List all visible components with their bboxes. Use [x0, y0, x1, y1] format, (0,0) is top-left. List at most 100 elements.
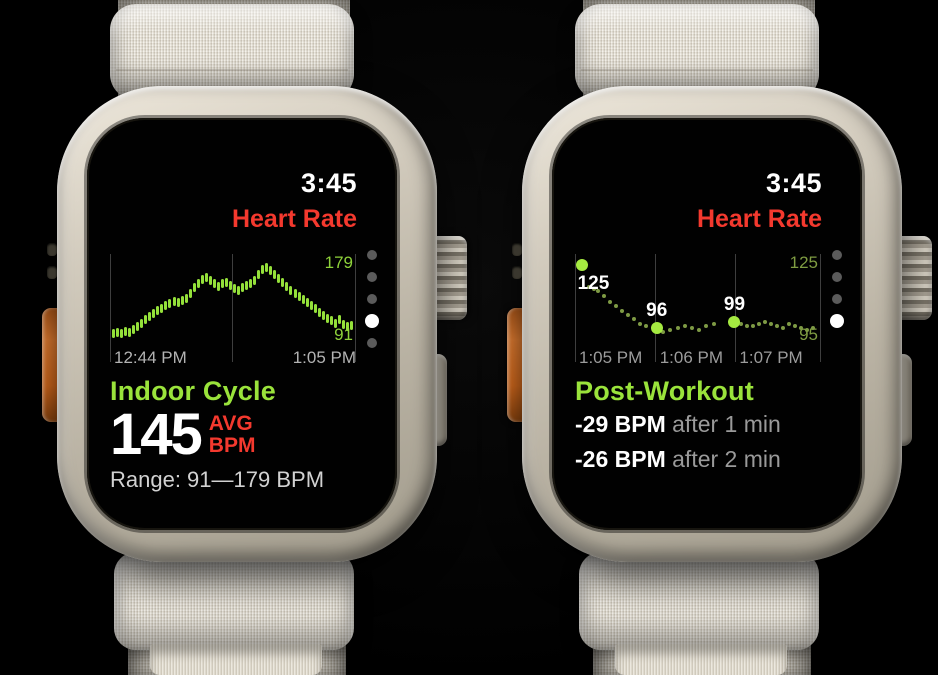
y-axis-max-label: 125 — [789, 253, 818, 272]
heart-rate-sample — [257, 270, 261, 280]
band-loop-bottom — [579, 552, 819, 650]
heart-rate-sample-dot — [704, 323, 709, 328]
heart-rate-sample — [148, 312, 152, 322]
highlighted-heart-rate-dot — [575, 259, 588, 272]
avg-bpm-captions: AVG BPM — [209, 413, 256, 457]
avg-caption: AVG — [208, 412, 253, 435]
app-title: Heart Rate — [696, 205, 822, 233]
chart-gridline — [110, 254, 111, 362]
heart-rate-sample — [249, 278, 253, 288]
x-axis-tick-label: 1:07 PM — [739, 348, 803, 367]
heart-rate-sample-dot — [690, 326, 694, 331]
heart-rate-sample-dot — [661, 330, 666, 335]
watch-screen[interactable]: 3:45 Heart Rate 179 91 12:44 PM 1:05 PM I… — [87, 118, 397, 530]
heart-rate-sample — [345, 322, 349, 332]
dot-value-label: 125 — [577, 273, 610, 295]
heart-rate-sample-dot — [787, 321, 792, 326]
heart-rate-sample — [156, 306, 160, 316]
heart-rate-sample — [289, 285, 293, 295]
heart-rate-sample-dot — [586, 285, 591, 290]
band-flap-bottom — [615, 644, 787, 675]
heart-rate-sample — [228, 281, 232, 291]
chart-gridline — [232, 254, 233, 362]
heart-rate-sample-dot — [757, 321, 762, 326]
highlighted-heart-rate-dot — [728, 315, 741, 328]
page-dot — [367, 294, 377, 304]
heart-rate-sample — [277, 274, 281, 284]
page-indicator-dots[interactable] — [830, 250, 844, 328]
action-button[interactable] — [42, 308, 60, 422]
heart-rate-sample — [120, 329, 124, 339]
page-dot — [367, 250, 377, 260]
y-axis-max-label: 179 — [324, 253, 353, 272]
heart-rate-sample — [293, 288, 297, 298]
workout-summary: Indoor Cycle 145 AVG BPM Range: 91—179 B… — [110, 376, 382, 493]
app-title: Heart Rate — [231, 205, 357, 233]
heart-rate-sample — [216, 281, 220, 291]
heart-rate-sample — [176, 298, 180, 308]
action-button[interactable] — [507, 308, 525, 422]
page-dot — [367, 272, 377, 282]
heart-rate-sample — [188, 288, 192, 298]
chart-gridline — [575, 254, 576, 362]
heart-rate-sample — [140, 318, 144, 328]
chart-gridline — [734, 254, 736, 362]
heart-rate-sample-dot — [775, 323, 780, 328]
x-axis-labels: 1:05 PM 1:06 PM 1:07 PM — [575, 348, 821, 368]
apple-watch-right: 3:45 Heart Rate 125 95 125 96 99 1:05 PM 1:… — [465, 0, 934, 675]
heart-rate-sample — [301, 295, 305, 305]
heart-rate-sample — [341, 320, 345, 330]
recovery-stat-2-value: -26 BPM — [575, 446, 666, 472]
heart-rate-sample — [350, 320, 353, 330]
heart-rate-sample-dot — [799, 326, 804, 331]
heart-rate-sample-dot — [763, 319, 768, 324]
heart-rate-sample-dot — [745, 323, 750, 328]
heart-rate-sample — [321, 310, 325, 320]
band-loop-top — [110, 4, 354, 100]
heart-rate-sample-dot — [739, 321, 744, 326]
highlighted-heart-rate-dot — [650, 322, 663, 335]
heart-rate-sample — [116, 327, 120, 337]
page-indicator-dots[interactable] — [365, 250, 379, 348]
page-dot-active — [830, 314, 844, 328]
page-dot — [832, 294, 842, 304]
heart-rate-sample — [273, 270, 277, 280]
dot-value-label: 96 — [646, 300, 668, 322]
heart-rate-sample — [313, 304, 317, 314]
heart-rate-sample — [337, 315, 341, 325]
heart-rate-sample-dot — [675, 326, 680, 331]
watch-screen[interactable]: 3:45 Heart Rate 125 95 125 96 99 1:05 PM 1:… — [552, 118, 862, 530]
heart-rate-sample-dot — [711, 321, 716, 326]
heart-rate-sample — [253, 275, 257, 285]
heart-rate-sample — [172, 297, 176, 307]
range-label: Range: 91—179 BPM — [110, 467, 325, 492]
band-flap-bottom — [150, 644, 322, 675]
heart-rate-chart[interactable]: 179 91 — [110, 253, 356, 362]
page-dot — [832, 272, 842, 282]
recovery-summary: Post-Workout -29 BPM after 1 min -26 BPM… — [575, 376, 847, 476]
heart-rate-sample-dot — [751, 323, 756, 328]
heart-rate-sample-dot — [596, 289, 601, 294]
heart-rate-sample-dot — [682, 323, 687, 328]
heart-rate-sample — [160, 303, 164, 313]
heart-rate-sample — [261, 265, 265, 275]
avg-bpm-value: 145 — [110, 402, 203, 467]
heart-rate-sample-dot — [781, 326, 786, 331]
heart-rate-sample — [212, 279, 216, 289]
status-time: 3:45 — [765, 168, 822, 198]
x-axis-labels: 12:44 PM 1:05 PM — [110, 348, 356, 368]
heart-rate-sample — [144, 315, 148, 325]
heart-rate-recovery-chart[interactable]: 125 95 125 96 99 — [575, 253, 821, 362]
chart-gridline — [355, 254, 356, 362]
heart-rate-sample — [305, 298, 309, 308]
heart-rate-sample — [329, 316, 333, 326]
bpm-caption: BPM — [208, 434, 256, 457]
heart-rate-sample — [233, 284, 237, 294]
heart-rate-sample — [204, 273, 208, 283]
heart-rate-sample — [184, 293, 188, 303]
recovery-stat-2: -26 BPM after 2 min — [575, 443, 847, 476]
workout-type-label: Indoor Cycle — [110, 376, 276, 406]
heart-rate-sample — [208, 275, 212, 285]
x-axis-tick-label: 1:05 PM — [292, 348, 356, 367]
heart-rate-sample-dot — [793, 323, 798, 328]
